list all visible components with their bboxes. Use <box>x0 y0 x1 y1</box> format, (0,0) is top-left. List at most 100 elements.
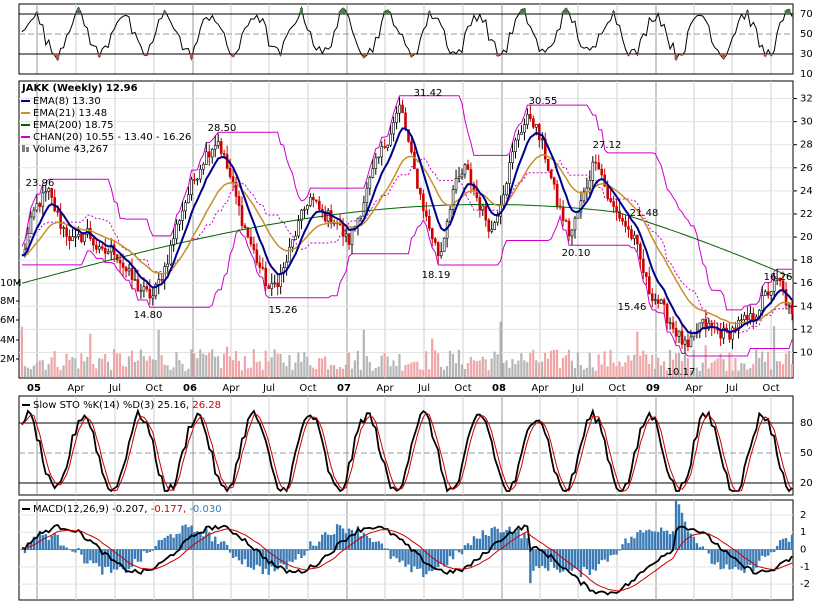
candle-body <box>576 211 580 219</box>
volume-bar <box>208 352 211 377</box>
volume-bar <box>196 358 199 377</box>
volume-bar <box>294 362 297 377</box>
candle-body <box>722 327 725 339</box>
macd-histogram-bar <box>454 549 458 551</box>
candle-body <box>309 197 312 206</box>
candle-body <box>294 235 297 240</box>
volume-bar <box>463 368 466 377</box>
candle-body <box>478 197 482 211</box>
rsi-overbought-fill <box>567 12 571 14</box>
candle-body <box>404 112 407 130</box>
candle-body <box>47 188 51 192</box>
x-axis-tick-label: Apr <box>531 383 549 394</box>
macd-histogram-bar <box>659 527 663 551</box>
candle-body <box>264 267 268 287</box>
volume-bar <box>621 366 624 377</box>
volume-bar <box>787 350 791 377</box>
macd-histogram-bar <box>151 549 155 551</box>
macd-histogram-bar <box>654 531 657 551</box>
volume-bar <box>327 369 330 377</box>
volume-bar <box>276 353 279 377</box>
macd-histogram-bar <box>410 549 413 573</box>
candle-body <box>285 261 288 269</box>
candle-body <box>594 161 598 164</box>
candle-body <box>142 286 146 292</box>
volume-bar <box>65 353 68 377</box>
candle-body <box>633 234 636 239</box>
macd-histogram-bar <box>178 533 181 551</box>
volume-bar <box>166 365 169 377</box>
volume-bar <box>743 363 746 377</box>
macd-histogram-bar <box>371 542 375 551</box>
volume-bar <box>740 363 743 377</box>
macd-histogram-bar <box>202 536 205 551</box>
macd-histogram-bar <box>184 524 187 551</box>
volume-bar <box>246 368 249 377</box>
macd-histogram-bar <box>639 529 642 551</box>
x-axis-tick-label: Apr <box>685 383 703 394</box>
price-annotation: 18.19 <box>422 270 451 281</box>
macd-histogram-bar <box>665 530 669 551</box>
x-axis-tick-label: Jul <box>108 383 121 394</box>
macd-histogram-bar <box>484 534 487 551</box>
macd-histogram-bar <box>300 549 303 559</box>
candle-body <box>766 291 770 296</box>
candle-body <box>383 146 387 148</box>
candle-body <box>184 202 187 212</box>
candle-body <box>493 222 497 230</box>
sto-axis-tick-label: 20 <box>800 478 813 489</box>
volume-bar <box>217 356 220 377</box>
volume-bar <box>44 369 47 377</box>
rsi-oversold-fill <box>763 54 767 57</box>
macd-histogram-bar <box>781 538 785 551</box>
volume-bar <box>178 360 181 377</box>
rsi-oversold-fill <box>769 54 773 56</box>
volume-bar <box>570 360 573 377</box>
candle-body <box>469 169 473 185</box>
candle-body <box>639 243 642 260</box>
candle-body <box>677 330 681 337</box>
volume-axis-tick-label: 2M <box>0 354 15 365</box>
x-axis-tick-label: Oct <box>145 383 162 394</box>
macd-histogram-bar <box>532 549 535 571</box>
volume-bar <box>353 360 356 377</box>
candle-body <box>139 290 143 293</box>
rsi-overbought-fill <box>389 12 393 14</box>
volume-bar <box>148 355 151 377</box>
volume-bar <box>422 370 425 377</box>
macd-histogram-bar <box>92 549 95 564</box>
candle-body <box>362 202 366 217</box>
volume-bar <box>222 353 226 377</box>
macd-histogram-bar <box>561 549 565 572</box>
macd-histogram-bar <box>181 525 184 551</box>
volume-bar <box>713 360 716 377</box>
macd-histogram-bar <box>68 549 71 551</box>
volume-bar <box>707 368 710 377</box>
volume-bar <box>199 349 202 377</box>
volume-bar <box>505 360 508 377</box>
candle-body <box>588 180 592 189</box>
rsi-oversold-fill <box>365 54 369 56</box>
candle-body <box>624 220 627 227</box>
volume-bar <box>240 370 243 377</box>
candle-body <box>466 164 470 170</box>
candle-body <box>484 205 488 221</box>
macd-histogram-bar <box>478 538 482 551</box>
candle-body <box>436 242 440 257</box>
price-annotation: 21.48 <box>630 208 659 219</box>
volume-bar <box>734 357 737 377</box>
macd-histogram-bar <box>442 549 446 567</box>
candle-body <box>442 237 446 252</box>
candle-body <box>647 276 651 295</box>
candle-body <box>395 112 398 123</box>
volume-bar <box>633 354 636 377</box>
candle-body <box>451 189 455 210</box>
candle-body <box>127 268 131 272</box>
candle-body <box>267 285 271 289</box>
macd-histogram-bar <box>163 537 166 551</box>
macd-histogram-bar <box>398 549 401 563</box>
volume-bar <box>252 349 255 377</box>
macd-histogram-bar <box>633 538 636 551</box>
macd-histogram-bar <box>535 549 538 567</box>
volume-bar <box>101 358 104 377</box>
